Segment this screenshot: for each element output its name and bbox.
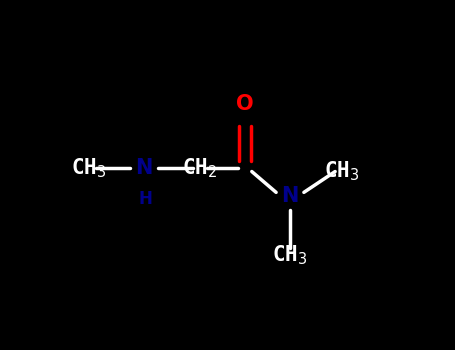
Text: CH$_3$: CH$_3$ xyxy=(273,243,308,267)
Text: N: N xyxy=(281,186,298,206)
Text: O: O xyxy=(236,94,254,114)
Text: H: H xyxy=(139,190,153,208)
Text: CH$_3$: CH$_3$ xyxy=(71,156,106,180)
Text: N: N xyxy=(136,158,153,178)
Text: CH$_2$: CH$_2$ xyxy=(182,156,217,180)
Text: CH$_3$: CH$_3$ xyxy=(324,160,360,183)
